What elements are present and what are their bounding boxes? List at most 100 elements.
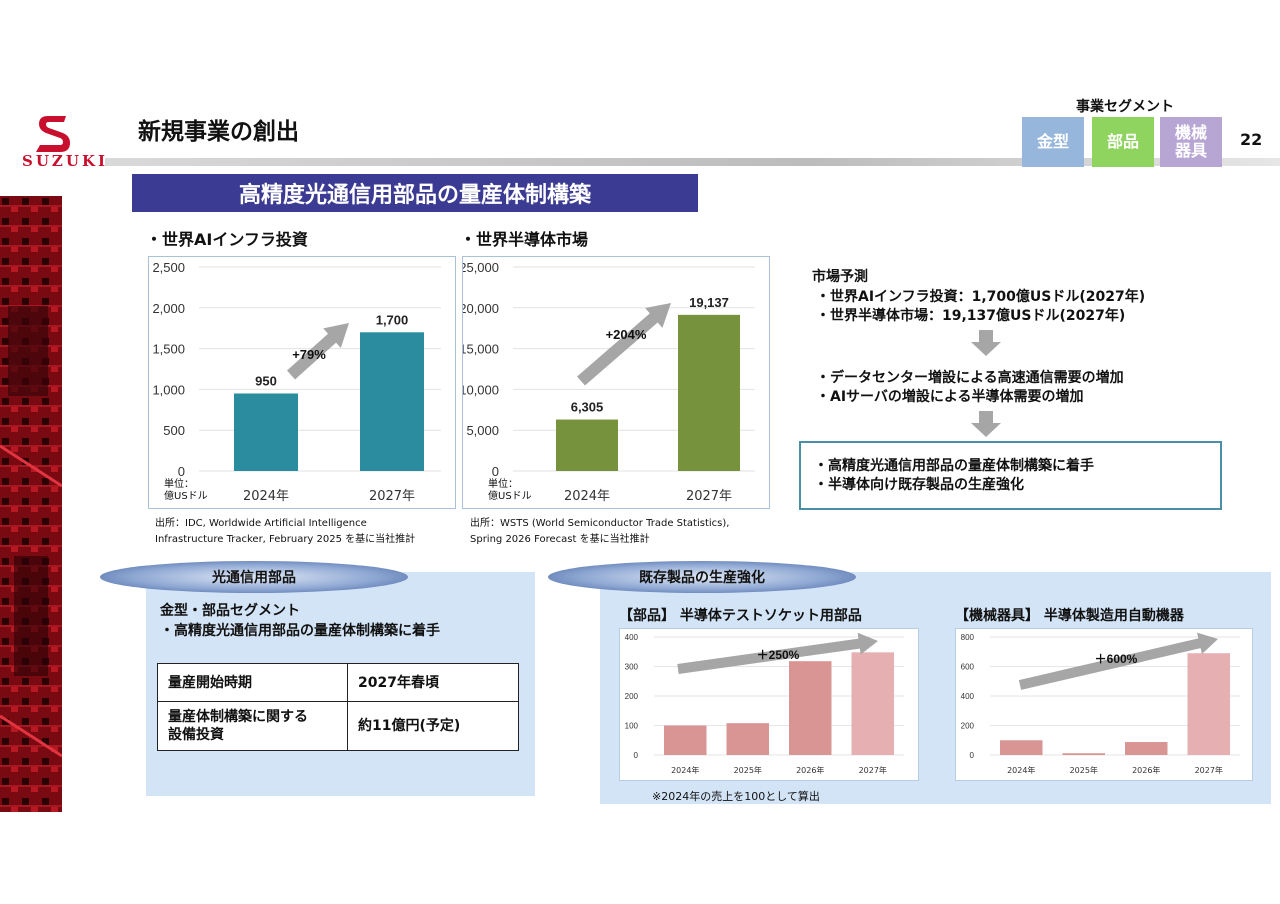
existing-products-pill: 既存製品の生産強化 bbox=[548, 561, 856, 593]
semi-source-line1: 出所：WSTS (World Semiconductor Trade Stati… bbox=[470, 518, 730, 529]
bar-value-label: 950 bbox=[255, 373, 277, 388]
x-tick-label: 2027年 bbox=[859, 765, 887, 775]
semi-unit-line1: 単位： bbox=[488, 479, 518, 490]
ai-chart-frame: 0 500 1,000 1,500 2,000 2,500 950 2024年 1,700 202… bbox=[148, 256, 456, 509]
x-tick-label: 2026年 bbox=[796, 765, 824, 775]
x-tick-label: 2024年 bbox=[243, 489, 289, 504]
segment-line: 金型・部品セグメント bbox=[160, 603, 300, 619]
socket-parts-bar-chart: 0 100 200 300 400 2024年 2025年 2026年 2027年 ＋250% bbox=[625, 632, 904, 775]
ai-chart-heading: ・世界AIインフラ投資 bbox=[146, 230, 308, 249]
bar bbox=[360, 332, 424, 471]
semi-chart-frame: 0 5,000 10,000 15,000 20,000 25,000 6,305 2024年… bbox=[459, 256, 770, 509]
ai-unit-line1: 単位： bbox=[164, 479, 194, 490]
bar bbox=[789, 661, 832, 755]
spec-value: 約11億円(予定) bbox=[347, 701, 519, 751]
ai-chart-unit: 単位： 億USドル bbox=[164, 479, 208, 503]
spec-key: 量産体制構築に関する 設備投資 bbox=[157, 701, 348, 751]
y-tick-label: 10,000 bbox=[463, 382, 499, 397]
conclusion-box bbox=[799, 441, 1222, 510]
bar bbox=[726, 723, 769, 755]
y-tick-label: 2,500 bbox=[152, 260, 185, 275]
growth-arrow-icon bbox=[286, 323, 349, 380]
x-tick-label: 2027年 bbox=[1195, 765, 1223, 775]
conclusion-line-1: ・高精度光通信用部品の量産体制構築に着手 bbox=[814, 458, 1094, 474]
y-tick-label: 200 bbox=[625, 692, 639, 701]
section-banner: 高精度光通信用部品の量産体制構築 bbox=[132, 174, 698, 212]
page-number: 22 bbox=[1240, 130, 1263, 149]
bar-value-label: 6,305 bbox=[571, 400, 604, 415]
automation-machine-bar-chart: 0 200 400 600 800 2024年 2025年 2026年 2027年 ＋600% bbox=[961, 632, 1240, 775]
x-tick-label: 2025年 bbox=[1070, 765, 1098, 775]
conclusion-line-2: ・半導体向け既存製品の生産強化 bbox=[814, 477, 1024, 493]
growth-arrow-icon bbox=[1018, 632, 1218, 690]
bar-value-label: 1,700 bbox=[376, 312, 409, 327]
segment-badge-machinery: 機械器具 bbox=[1160, 117, 1222, 167]
y-tick-label: 15,000 bbox=[463, 342, 499, 357]
machine-chart-frame: 0 200 400 600 800 2024年 2025年 2026年 2027年 ＋600% bbox=[955, 628, 1253, 781]
bar bbox=[1125, 742, 1168, 755]
ai-source-line2: Infrastructure Tracker, February 2025 を基… bbox=[155, 534, 416, 545]
y-tick-label: 1,000 bbox=[152, 382, 185, 397]
growth-label: +204% bbox=[606, 327, 647, 342]
spec-value: 2027年春頃 bbox=[347, 663, 519, 702]
x-tick-label: 2024年 bbox=[1007, 765, 1035, 775]
semiconductor-market-bar-chart: 0 5,000 10,000 15,000 20,000 25,000 6,305 2024年… bbox=[459, 260, 755, 504]
y-tick-label: 5,000 bbox=[466, 423, 499, 438]
segment-badge-parts: 部品 bbox=[1092, 117, 1154, 167]
bar bbox=[1187, 653, 1230, 755]
semi-unit-line2: 億USドル bbox=[488, 491, 532, 502]
y-tick-label: 0 bbox=[970, 751, 975, 760]
side-decoration-image bbox=[0, 196, 62, 812]
bar bbox=[1000, 740, 1043, 755]
x-tick-label: 2027年 bbox=[686, 489, 732, 504]
segment-badge-mold: 金型 bbox=[1022, 117, 1084, 167]
growth-arrow-icon bbox=[677, 632, 878, 674]
growth-label: ＋250% bbox=[757, 648, 800, 662]
x-tick-label: 2024年 bbox=[671, 765, 699, 775]
semi-chart-heading: ・世界半導体市場 bbox=[460, 230, 589, 249]
ai-chart-source: 出所：IDC, Worldwide Artificial Intelligenc… bbox=[155, 516, 415, 548]
spec-table: 量産開始時期 2027年春頃 量産体制構築に関する 設備投資 約11億円(予定) bbox=[157, 663, 519, 751]
x-tick-label: 2025年 bbox=[734, 765, 762, 775]
y-tick-label: 0 bbox=[492, 464, 499, 479]
market-line-aiserver: ・AIサーバの増設による半導体需要の増加 bbox=[816, 389, 1084, 405]
ai-source-line1: 出所：IDC, Worldwide Artificial Intelligenc… bbox=[155, 518, 367, 529]
logo-text: SUZUKI bbox=[22, 152, 108, 170]
optical-parts-pill: 光通信用部品 bbox=[100, 561, 408, 593]
bar bbox=[678, 314, 740, 471]
y-tick-label: 100 bbox=[625, 722, 639, 731]
suzuki-logo-icon bbox=[36, 116, 70, 152]
y-tick-label: 25,000 bbox=[463, 260, 499, 275]
growth-label: +79% bbox=[292, 347, 326, 362]
title-divider bbox=[105, 158, 1280, 166]
ai-investment-bar-chart: 0 500 1,000 1,500 2,000 2,500 950 2024年 1,700 202… bbox=[152, 260, 441, 504]
x-tick-label: 2024年 bbox=[564, 489, 610, 504]
down-arrow-icon bbox=[971, 411, 1001, 437]
segment-label: 事業セグメント bbox=[1076, 99, 1174, 115]
y-tick-label: 200 bbox=[961, 722, 975, 731]
growth-label: ＋600% bbox=[1095, 652, 1138, 666]
down-arrow-icon bbox=[971, 330, 1001, 356]
y-tick-label: 600 bbox=[961, 663, 975, 672]
bar bbox=[1062, 753, 1105, 755]
footnote: ※2024年の売上を100として算出 bbox=[652, 790, 820, 803]
page-title: 新規事業の創出 bbox=[138, 119, 299, 145]
y-tick-label: 800 bbox=[961, 633, 975, 642]
spec-key-line2: 設備投資 bbox=[168, 727, 224, 743]
y-tick-label: 0 bbox=[178, 464, 185, 479]
semi-chart-unit: 単位： 億USドル bbox=[488, 479, 532, 503]
machine-chart-heading: 【機械器具】 半導体製造用自動機器 bbox=[955, 608, 1184, 624]
x-tick-label: 2026年 bbox=[1132, 765, 1160, 775]
socket-chart-heading: 【部品】 半導体テストソケット用部品 bbox=[619, 608, 862, 624]
y-tick-label: 300 bbox=[625, 663, 639, 672]
socket-chart-frame: 0 100 200 300 400 2024年 2025年 2026年 2027年 ＋250% bbox=[619, 628, 919, 781]
y-tick-label: 1,500 bbox=[152, 342, 185, 357]
market-line-semi: ・世界半導体市場：19,137億USドル(2027年) bbox=[816, 308, 1126, 324]
semi-chart-source: 出所：WSTS (World Semiconductor Trade Stati… bbox=[470, 516, 729, 548]
ai-unit-line2: 億USドル bbox=[164, 491, 208, 502]
bar-value-label: 19,137 bbox=[689, 295, 729, 310]
y-tick-label: 500 bbox=[163, 423, 185, 438]
spec-key: 量産開始時期 bbox=[157, 663, 348, 702]
y-tick-label: 2,000 bbox=[152, 301, 185, 316]
spec-key-line1: 量産体制構築に関する bbox=[168, 709, 308, 725]
